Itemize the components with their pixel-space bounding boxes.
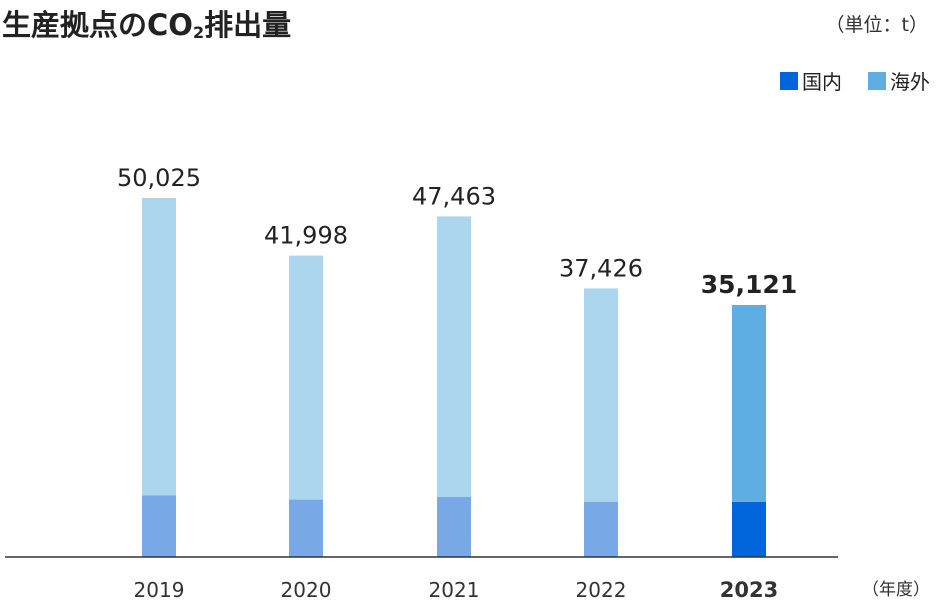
x-tick-label-2022: 2022 [576,578,627,600]
bar-domestic-2019 [142,495,176,557]
x-tick-label-2021: 2021 [429,578,480,600]
total-label-2019: 50,025 [117,164,201,192]
x-tick-label-2019: 2019 [134,578,185,600]
chart-title-tail: 排出量 [204,8,292,42]
legend-label-overseas: 海外 [890,70,930,94]
bar-domestic-2020 [289,499,323,557]
bar-overseas-2023 [732,304,766,502]
bar-overseas-2022 [584,288,618,502]
bar-domestic-2023 [732,501,766,557]
x-tick-label-2023: 2023 [720,578,778,600]
total-label-2023: 35,121 [701,270,797,299]
legend-item-domestic: 国内 [780,66,842,95]
chart-title: 生産拠点のCO2排出量 [2,2,291,44]
bar-overseas-2021 [437,216,471,497]
legend-swatch-overseas [868,71,886,90]
bar-domestic-2022 [584,501,618,557]
legend-item-overseas: 海外 [868,66,930,95]
bar-overseas-2020 [289,255,323,500]
bar-domestic-2021 [437,496,471,557]
unit-label: （単位：t） [825,14,928,36]
legend: 国内 海外 [780,66,930,95]
chart-title-main: 生産拠点のCO [2,8,193,42]
total-label-2021: 47,463 [412,182,496,210]
total-label-2022: 37,426 [559,254,643,282]
legend-swatch-domestic [780,71,798,90]
bar-overseas-2019 [142,198,176,496]
chart-title-subscript: 2 [192,23,205,42]
x-tick-label-2020: 2020 [281,578,332,600]
legend-label-domestic: 国内 [802,70,842,94]
x-axis-unit-label: （年度） [862,580,930,600]
total-label-2020: 41,998 [264,222,348,250]
